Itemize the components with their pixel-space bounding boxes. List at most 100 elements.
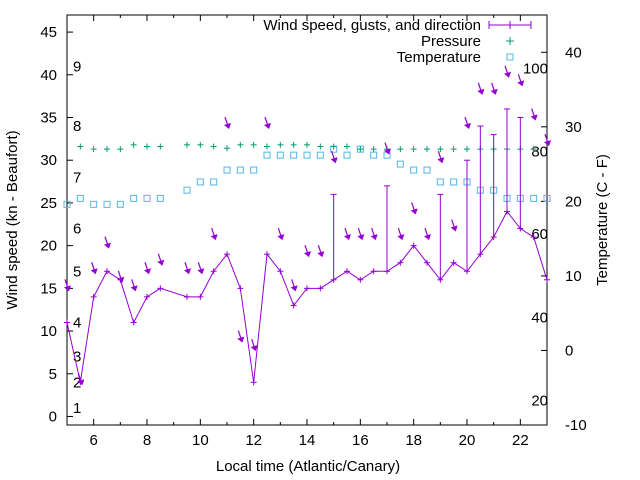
legend-swatch-temperature: [506, 53, 514, 61]
wind-direction-arrow: [437, 151, 445, 164]
x-tick-label: 20: [459, 432, 476, 449]
temperature-point: [196, 178, 204, 186]
temperature-point: [63, 200, 71, 208]
wind-speed-point: [504, 208, 510, 215]
wind-speed-point: [197, 293, 204, 300]
wind-direction-arrow: [530, 108, 538, 121]
pressure-point: [250, 141, 257, 148]
wind-speed-point: [104, 268, 110, 275]
beaufort-label: 3: [73, 349, 81, 366]
legend-label-pressure: Pressure: [421, 33, 481, 50]
pressure-series: [77, 141, 537, 153]
wind-speed-point: [384, 268, 390, 275]
pressure-point: [437, 146, 444, 153]
legend-swatch-wind: [488, 21, 532, 29]
y-axis-label: Wind speed (kn - Beaufort): [4, 130, 21, 309]
wind-speed-point: [290, 302, 297, 309]
wind-speed-point: [317, 285, 324, 292]
beaufort-label: 8: [73, 118, 81, 135]
x-tick-label: 10: [192, 432, 209, 449]
wind-speed-point: [344, 268, 350, 275]
y2-tick-label: -10: [565, 417, 587, 434]
fahrenheit-label: 60: [531, 226, 548, 243]
y2-tick-label: 30: [565, 119, 582, 136]
wind-direction-arrow: [104, 236, 111, 249]
temperature-point: [290, 151, 298, 159]
wind-direction-arrow: [397, 227, 405, 241]
y2-axis-label: Temperature (C - F): [594, 154, 611, 286]
beaufort-label: 7: [73, 169, 81, 186]
x-tick-label: 16: [352, 432, 369, 449]
pressure-point: [77, 143, 84, 150]
fahrenheit-label: 100: [523, 61, 548, 78]
pressure-point: [357, 146, 364, 153]
temperature-point: [76, 194, 84, 202]
legend-label-temperature: Temperature: [397, 49, 481, 66]
wind-direction-arrow: [237, 330, 245, 343]
pressure-point: [157, 143, 164, 150]
wind-speed-point: [90, 293, 97, 300]
temperature-point: [276, 151, 284, 159]
beaufort-label: 6: [73, 221, 81, 238]
temperature-point: [423, 166, 431, 174]
wind-speed-point: [224, 251, 230, 258]
y2-tick-label: 10: [565, 268, 582, 285]
wind-speed-point: [304, 285, 310, 292]
pressure-point: [117, 146, 124, 153]
wind-direction-arrow: [64, 279, 71, 292]
wind-speed-point: [517, 225, 524, 232]
wind-speed-point: [437, 276, 444, 283]
gust-bars: [330, 108, 524, 280]
wind-speed-point: [450, 259, 457, 266]
wind-direction-arrow: [410, 202, 418, 215]
pressure-point: [450, 146, 457, 153]
fahrenheit-label: 40: [531, 310, 548, 327]
pressure-point: [397, 146, 404, 153]
temperature-point: [316, 151, 324, 159]
wind-direction-arrow: [477, 82, 485, 95]
x-tick-label: 8: [143, 432, 151, 449]
wind-direction-arrow: [490, 82, 498, 95]
wind-speed-point: [424, 259, 430, 266]
pressure-point: [317, 143, 324, 150]
wind-speed-point: [477, 251, 484, 258]
y-tick-label: 10: [40, 323, 57, 340]
wind-speed-point: [264, 251, 270, 258]
wind-direction-arrow: [357, 227, 365, 241]
pressure-point: [370, 146, 377, 153]
wind-direction-arrow: [264, 116, 271, 130]
temperature-point: [303, 151, 311, 159]
wind-direction-arrow: [157, 253, 165, 266]
wind-speed-point: [237, 285, 244, 292]
temperature-point: [370, 151, 378, 159]
pressure-point: [264, 143, 270, 150]
wind-direction-arrow: [304, 244, 311, 258]
y2-tick-label: 0: [565, 342, 573, 359]
wind-speed-point: [410, 242, 417, 249]
wind-direction-arrow: [144, 262, 151, 275]
temperature-point: [223, 166, 231, 174]
fahrenheit-label: 20: [531, 392, 548, 409]
y-tick-label: 15: [40, 280, 57, 297]
pressure-point: [277, 141, 284, 148]
axis-ticks: [66, 15, 548, 426]
y2-tick-labels: -10 0 10 20 30 40: [565, 44, 587, 434]
temperature-point: [156, 194, 164, 202]
x-tick-label: 14: [299, 432, 316, 449]
legend: Wind speed, gusts, and direction Pressur…: [263, 17, 532, 66]
temperature-point: [183, 186, 191, 194]
wind-direction-arrow: [290, 279, 298, 292]
wind-direction-arrow: [90, 262, 98, 275]
x-tick-label: 12: [245, 432, 262, 449]
pressure-point: [90, 146, 97, 153]
fahrenheit-labels: 100 80 60 40 20: [523, 61, 548, 410]
wind-speed-point: [210, 268, 217, 275]
legend-label-wind: Wind speed, gusts, and direction: [263, 17, 481, 34]
wind-speed-point: [397, 259, 404, 266]
y-tick-label: 20: [40, 238, 57, 255]
wind-speed-line: [66, 210, 548, 383]
pressure-point: [104, 146, 110, 153]
temperature-point: [530, 194, 538, 202]
pressure-point: [410, 146, 417, 153]
x-tick-label: 18: [405, 432, 422, 449]
